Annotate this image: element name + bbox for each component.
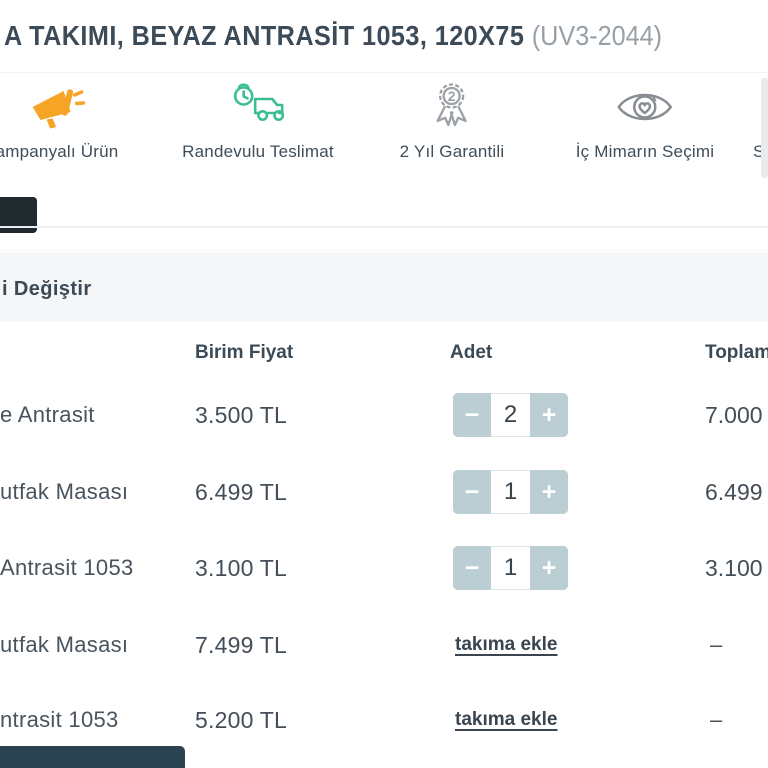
row-total-empty: – [710,632,723,657]
divider [0,250,768,251]
table-header-row: Birim Fiyat Adet Toplam [0,342,768,368]
row-total-empty: – [710,707,723,732]
feature-cutoff: S [753,80,765,162]
unit-price: 6.499 TL [195,479,287,505]
quantity-stepper: − 1 + [453,546,568,590]
divider [0,226,768,228]
increase-quantity-button[interactable]: + [530,393,568,437]
medal-number: 2 [448,88,456,104]
feature-label: ampanyalı Ürün [0,142,119,161]
section-header-label: i Değiştir [2,278,92,300]
table-row: e Antrasit 3.500 TL − 2 + 7.000 TL [0,390,768,440]
decrease-quantity-button[interactable]: − [453,393,491,437]
quantity-value: 1 [491,546,530,590]
product-name: utfak Masası [0,479,129,504]
add-to-set-link[interactable]: takıma ekle [455,709,558,730]
table-row: ntrasit 1053 5.200 TL takıma ekle – [0,695,768,745]
add-to-set-link[interactable]: takıma ekle [455,634,558,655]
feature-label: Randevulu Teslimat [182,142,334,161]
feature-interior-designer-choice: İç Mimarın Seçimi [576,80,714,162]
feature-appointment-delivery: Randevulu Teslimat [182,80,334,162]
column-header-total: Toplam [705,342,768,363]
product-name: Antrasit 1053 [0,555,134,580]
quantity-value: 1 [491,470,530,514]
table-row: utfak Masası 6.499 TL − 1 + 6.499 TL [0,467,768,517]
feature-label: 2 Yıl Garantili [399,142,505,161]
divider [0,72,768,73]
product-name: e Antrasit [0,402,95,427]
row-total: 6.499 TL [705,479,768,505]
increase-quantity-button[interactable]: + [530,470,568,514]
bottom-bar-cutoff[interactable] [0,746,185,768]
table-row: utfak Masası 7.499 TL takıma ekle – [0,620,768,670]
unit-price: 3.500 TL [195,402,287,428]
section-header-band: i Değiştir [0,252,768,322]
unit-price: 5.200 TL [195,707,287,733]
eye-heart-icon [576,80,714,136]
unit-price: 3.100 TL [195,555,287,581]
megaphone-icon [0,80,118,136]
column-header-unit-price: Birim Fiyat [195,342,294,363]
column-header-quantity: Adet [450,342,493,363]
feature-2-year-warranty: 2 2 Yıl Garantili [400,80,505,162]
truck-clock-icon [182,80,334,136]
quantity-value: 2 [491,393,530,437]
product-name: utfak Masası [0,632,129,657]
feature-label: S [753,142,765,161]
row-total: 7.000 TL [705,402,768,428]
cutoff-icon-sliver [761,78,768,178]
unit-price: 7.499 TL [195,632,287,658]
feature-label: İç Mimarın Seçimi [575,142,715,161]
table-row: Antrasit 1053 3.100 TL − 1 + 3.100 TL [0,543,768,593]
product-title: A TAKIMI, BEYAZ ANTRASİT 1053, 120X75 (U… [4,20,662,52]
row-total: 3.100 TL [705,555,768,581]
decrease-quantity-button[interactable]: − [453,546,491,590]
product-name: ntrasit 1053 [0,707,119,732]
medal-2-icon: 2 [400,80,505,136]
product-title-text: A TAKIMI, BEYAZ ANTRASİT 1053, 120X75 [4,20,525,51]
quantity-stepper: − 1 + [453,470,568,514]
quantity-stepper: − 2 + [453,393,568,437]
feature-campaign-product: ampanyalı Ürün [0,80,118,162]
product-code: (UV3-2044) [531,20,663,51]
increase-quantity-button[interactable]: + [530,546,568,590]
decrease-quantity-button[interactable]: − [453,470,491,514]
